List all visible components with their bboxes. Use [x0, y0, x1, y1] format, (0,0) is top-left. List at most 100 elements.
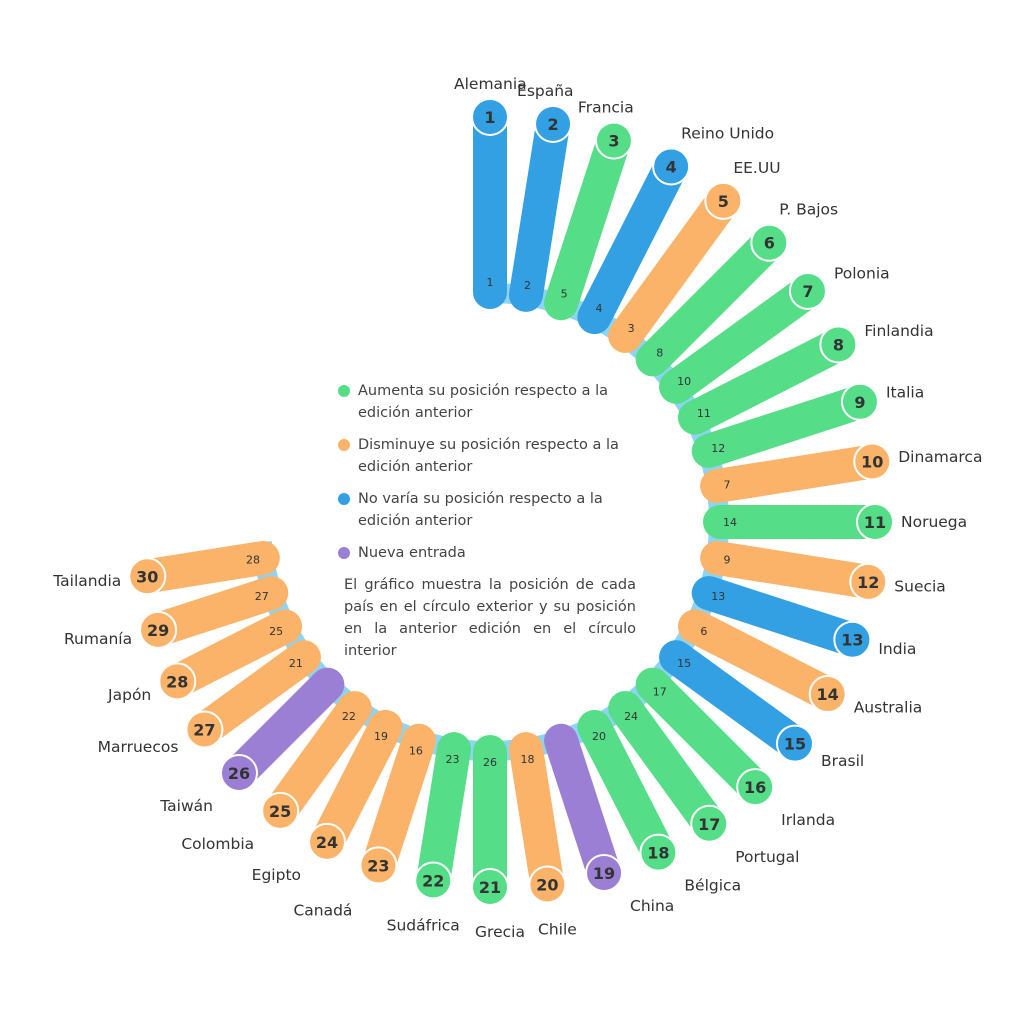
rank-circle-23 [359, 846, 398, 885]
previous-rank-label: 3 [628, 322, 635, 335]
country-label: P. Bajos [779, 201, 838, 219]
bar-23 [361, 723, 436, 883]
country-label: Australia [854, 699, 923, 717]
bar-17 [608, 691, 727, 841]
legend-item-disminuye: Disminuye su posición respecto a la edic… [336, 434, 636, 478]
previous-rank-label: 20 [592, 730, 606, 743]
previous-rank-label: 22 [342, 710, 356, 723]
previous-rank-label: 2 [524, 279, 531, 292]
rank-circle-26 [219, 754, 258, 793]
country-label: Polonia [834, 264, 890, 282]
rank-circle-28 [158, 662, 197, 701]
rank-label: 19 [593, 864, 615, 883]
purple-dot-icon [338, 547, 350, 559]
rank-label: 16 [744, 778, 766, 797]
country-label: Finlandia [864, 322, 933, 340]
rank-circle-15 [775, 724, 814, 763]
previous-rank-label: 19 [374, 730, 388, 743]
country-label: Alemania [454, 75, 527, 93]
rank-circle-2 [534, 104, 573, 143]
country-label: Italia [886, 384, 924, 402]
country-label: Canadá [293, 901, 352, 919]
country-label: Colombia [181, 835, 254, 853]
previous-rank-label: 10 [677, 375, 691, 388]
bar-2 [508, 106, 571, 312]
bar-5 [608, 183, 741, 353]
rank-circle-4 [652, 147, 691, 186]
rank-label: 15 [784, 735, 806, 754]
country-label: Portugal [735, 848, 799, 866]
rank-circle-18 [639, 833, 678, 872]
rank-label: 20 [536, 875, 558, 894]
rank-circle-17 [690, 804, 729, 843]
previous-rank-label: 21 [289, 657, 303, 670]
previous-rank-label: 16 [409, 744, 423, 757]
bar-6 [635, 225, 787, 377]
rank-label: 7 [802, 282, 813, 301]
legend-item-nueva: Nueva entrada [336, 542, 636, 564]
rank-circle-12 [849, 562, 888, 601]
legend-item-aumenta: Aumenta su posición respecto a la edició… [336, 380, 636, 424]
country-label: India [878, 640, 916, 658]
rank-circle-16 [736, 768, 775, 807]
rank-label: 12 [857, 573, 879, 592]
bar-29 [141, 576, 289, 647]
bar-15 [659, 640, 812, 761]
country-label: Tailandia [52, 572, 121, 590]
country-label: Chile [538, 920, 577, 938]
previous-rank-label: 8 [656, 346, 663, 359]
previous-rank-label: 15 [677, 657, 691, 670]
previous-rank-label: 27 [255, 590, 269, 603]
rank-circle-13 [833, 620, 872, 659]
previous-rank-label: 24 [624, 710, 638, 723]
rank-label: 14 [817, 685, 839, 704]
rank-circle-25 [261, 791, 300, 830]
previous-rank-label: 18 [521, 753, 535, 766]
rank-circle-8 [819, 325, 858, 364]
rank-label: 10 [861, 452, 883, 471]
rank-circle-29 [139, 610, 178, 649]
country-label: Taiwán [159, 797, 213, 815]
previous-rank-label: 5 [561, 288, 568, 301]
rank-label: 18 [647, 844, 669, 863]
bar-8 [677, 327, 856, 435]
rank-circle-19 [585, 853, 624, 892]
rank-label: 27 [193, 720, 215, 739]
rank-circle-11 [856, 503, 894, 541]
rank-circle-9 [840, 382, 879, 421]
country-label: Brasil [821, 752, 864, 770]
country-label: Rumanía [64, 630, 132, 648]
rank-label: 30 [136, 567, 158, 586]
country-label: Marruecos [98, 738, 179, 756]
rank-circle-1 [471, 98, 509, 136]
legend: Aumenta su posición respecto a la edició… [336, 380, 636, 662]
rank-label: 13 [841, 631, 863, 650]
rank-circle-10 [853, 442, 892, 481]
bar-12 [700, 540, 886, 599]
rank-circle-5 [704, 181, 743, 220]
rank-circle-22 [414, 861, 453, 900]
rank-label: 5 [718, 192, 729, 211]
rank-circle-3 [594, 121, 633, 160]
country-label: Grecia [475, 923, 525, 941]
rank-circle-20 [528, 865, 567, 904]
previous-rank-label: 4 [595, 302, 602, 315]
rank-label: 26 [228, 764, 250, 783]
bar-30 [130, 540, 280, 594]
bar-25 [263, 691, 372, 828]
bar-20 [508, 732, 565, 902]
rank-label: 4 [666, 157, 677, 176]
country-label: Francia [578, 99, 634, 117]
rank-label: 3 [608, 132, 619, 151]
country-label: Reino Unido [681, 124, 774, 142]
rank-label: 28 [166, 672, 188, 691]
rank-label: 25 [269, 802, 291, 821]
previous-rank-label: 14 [723, 516, 737, 529]
legend-item-no-varia: No varía su posición respecto a la edici… [336, 488, 636, 532]
country-label: China [630, 897, 674, 915]
previous-rank-label: 11 [697, 407, 711, 420]
rank-circle-7 [788, 272, 827, 311]
rank-label: 1 [484, 108, 495, 127]
bar-28 [160, 609, 303, 699]
